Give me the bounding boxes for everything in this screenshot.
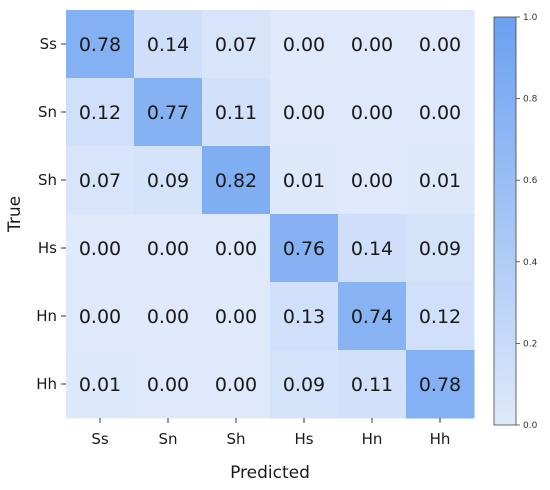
heatmap-cells (66, 10, 475, 419)
heatmap-cell-sh-hs (270, 146, 339, 215)
x-tick-label: Hn (362, 430, 383, 448)
cell-value-label: 0.00 (419, 102, 461, 124)
cell-value-label: 0.07 (79, 170, 121, 192)
y-tick-label: Hn (36, 307, 57, 325)
cell-value-label: 0.78 (419, 374, 461, 396)
x-tick-label: Hs (294, 430, 313, 448)
cell-value-label: 0.09 (147, 170, 189, 192)
heatmap-cell-hs-hh (406, 214, 475, 283)
heatmap-cell-sh-ss (66, 146, 135, 215)
heatmap-cell-hh-ss (66, 350, 135, 419)
heatmap-cell-sn-sh (202, 78, 271, 147)
cell-value-label: 0.09 (419, 238, 461, 260)
heatmap-cell-ss-sn (134, 10, 203, 79)
heatmap-cell-sn-ss (66, 78, 135, 147)
cell-value-label: 0.00 (215, 238, 257, 260)
y-tick-label: Sh (38, 171, 57, 189)
cell-value-label: 0.00 (215, 306, 257, 328)
heatmap-cell-hh-sh (202, 350, 271, 419)
cell-value-label: 0.00 (419, 34, 461, 56)
heatmap-cell-hn-sh (202, 282, 271, 351)
x-axis-ticks: Ss Sn Sh Hs Hn Hh (91, 418, 450, 448)
cell-value-label: 0.11 (215, 102, 257, 124)
cell-value-label: 0.00 (351, 102, 393, 124)
y-axis-title: True (5, 196, 25, 233)
x-tick-label: Sh (226, 430, 245, 448)
cell-value-label: 0.13 (283, 306, 325, 328)
cell-value-label: 0.11 (351, 374, 393, 396)
colorbar (493, 16, 517, 426)
cell-value-label: 0.07 (215, 34, 257, 56)
heatmap-cell-sn-hn (338, 78, 407, 147)
cell-value-label: 0.14 (147, 34, 189, 56)
cell-value-label: 0.00 (79, 306, 121, 328)
cell-value-label: 0.09 (283, 374, 325, 396)
cell-value-label: 0.01 (283, 170, 325, 192)
cell-value-label: 0.00 (147, 238, 189, 260)
colorbar-tick-label: 0.4 (523, 258, 538, 268)
heatmap-cell-sn-hs (270, 78, 339, 147)
y-tick-label: Ss (40, 35, 58, 53)
colorbar-tick-label: 0.6 (523, 176, 538, 186)
cell-value-label: 0.01 (419, 170, 461, 192)
heatmap-cell-hs-hs (270, 214, 339, 283)
heatmap-cell-sh-hh (406, 146, 475, 215)
heatmap-cell-ss-hh (406, 10, 475, 79)
cell-value-label: 0.74 (351, 306, 393, 328)
heatmap-cell-hn-ss (66, 282, 135, 351)
heatmap-cell-ss-hn (338, 10, 407, 79)
heatmap-cell-hh-sn (134, 350, 203, 419)
heatmap-cell-sn-hh (406, 78, 475, 147)
cell-value-label: 0.14 (351, 238, 393, 260)
heatmap-cell-hn-hn (338, 282, 407, 351)
heatmap-cell-labels: 0.78 0.14 0.07 0.00 0.00 0.00 0.12 0.77 0.11 0.00… (79, 34, 461, 396)
y-tick-label: Hs (38, 239, 57, 257)
cell-value-label: 0.82 (215, 170, 257, 192)
cell-value-label: 0.01 (79, 374, 121, 396)
heatmap-cell-ss-sh (202, 10, 271, 79)
heatmap-cell-sn-sn (134, 78, 203, 147)
heatmap-cell-hs-hn (338, 214, 407, 283)
x-tick-label: Sn (158, 430, 177, 448)
cell-value-label: 0.00 (147, 306, 189, 328)
heatmap-cell-hs-sh (202, 214, 271, 283)
heatmap-cell-hn-hs (270, 282, 339, 351)
heatmap-cell-sh-sh (202, 146, 271, 215)
x-tick-label: Ss (91, 430, 109, 448)
colorbar-tick-label: 0.0 (523, 421, 538, 431)
cell-value-label: 0.12 (79, 102, 121, 124)
cell-value-label: 0.00 (283, 34, 325, 56)
cell-value-label: 0.00 (351, 170, 393, 192)
heatmap-cell-sh-sn (134, 146, 203, 215)
heatmap-cell-ss-ss (66, 10, 135, 79)
heatmap-cell-hn-hh (406, 282, 475, 351)
x-tick-label: Hh (430, 430, 451, 448)
cell-value-label: 0.12 (419, 306, 461, 328)
cell-value-label: 0.00 (351, 34, 393, 56)
colorbar-tick-label: 0.8 (523, 95, 538, 105)
y-tick-label: Hh (36, 375, 57, 393)
cell-value-label: 0.77 (147, 102, 189, 124)
heatmap-cell-hh-hs (270, 350, 339, 419)
colorbar-ticks: 0.0 0.2 0.4 0.6 0.8 1.0 (516, 13, 538, 431)
heatmap-cell-hh-hn (338, 350, 407, 419)
cell-value-label: 0.00 (215, 374, 257, 396)
cell-value-label: 0.00 (283, 102, 325, 124)
heatmap-cell-ss-hs (270, 10, 339, 79)
heatmap-cell-hn-sn (134, 282, 203, 351)
heatmap-cell-hs-ss (66, 214, 135, 283)
y-tick-label: Sn (38, 103, 57, 121)
cell-value-label: 0.00 (147, 374, 189, 396)
heatmap-cell-sh-hn (338, 146, 407, 215)
y-axis-ticks: Ss Sn Sh Hs Hn Hh (36, 35, 66, 393)
cell-value-label: 0.00 (79, 238, 121, 260)
colorbar-tick-label: 1.0 (523, 13, 538, 23)
colorbar-tick-label: 0.2 (523, 339, 537, 349)
heatmap-cell-hh-hh (406, 350, 475, 419)
cell-value-label: 0.76 (283, 238, 325, 260)
heatmap-cell-hs-sn (134, 214, 203, 283)
x-axis-title: Predicted (230, 463, 310, 483)
cell-value-label: 0.78 (79, 34, 121, 56)
